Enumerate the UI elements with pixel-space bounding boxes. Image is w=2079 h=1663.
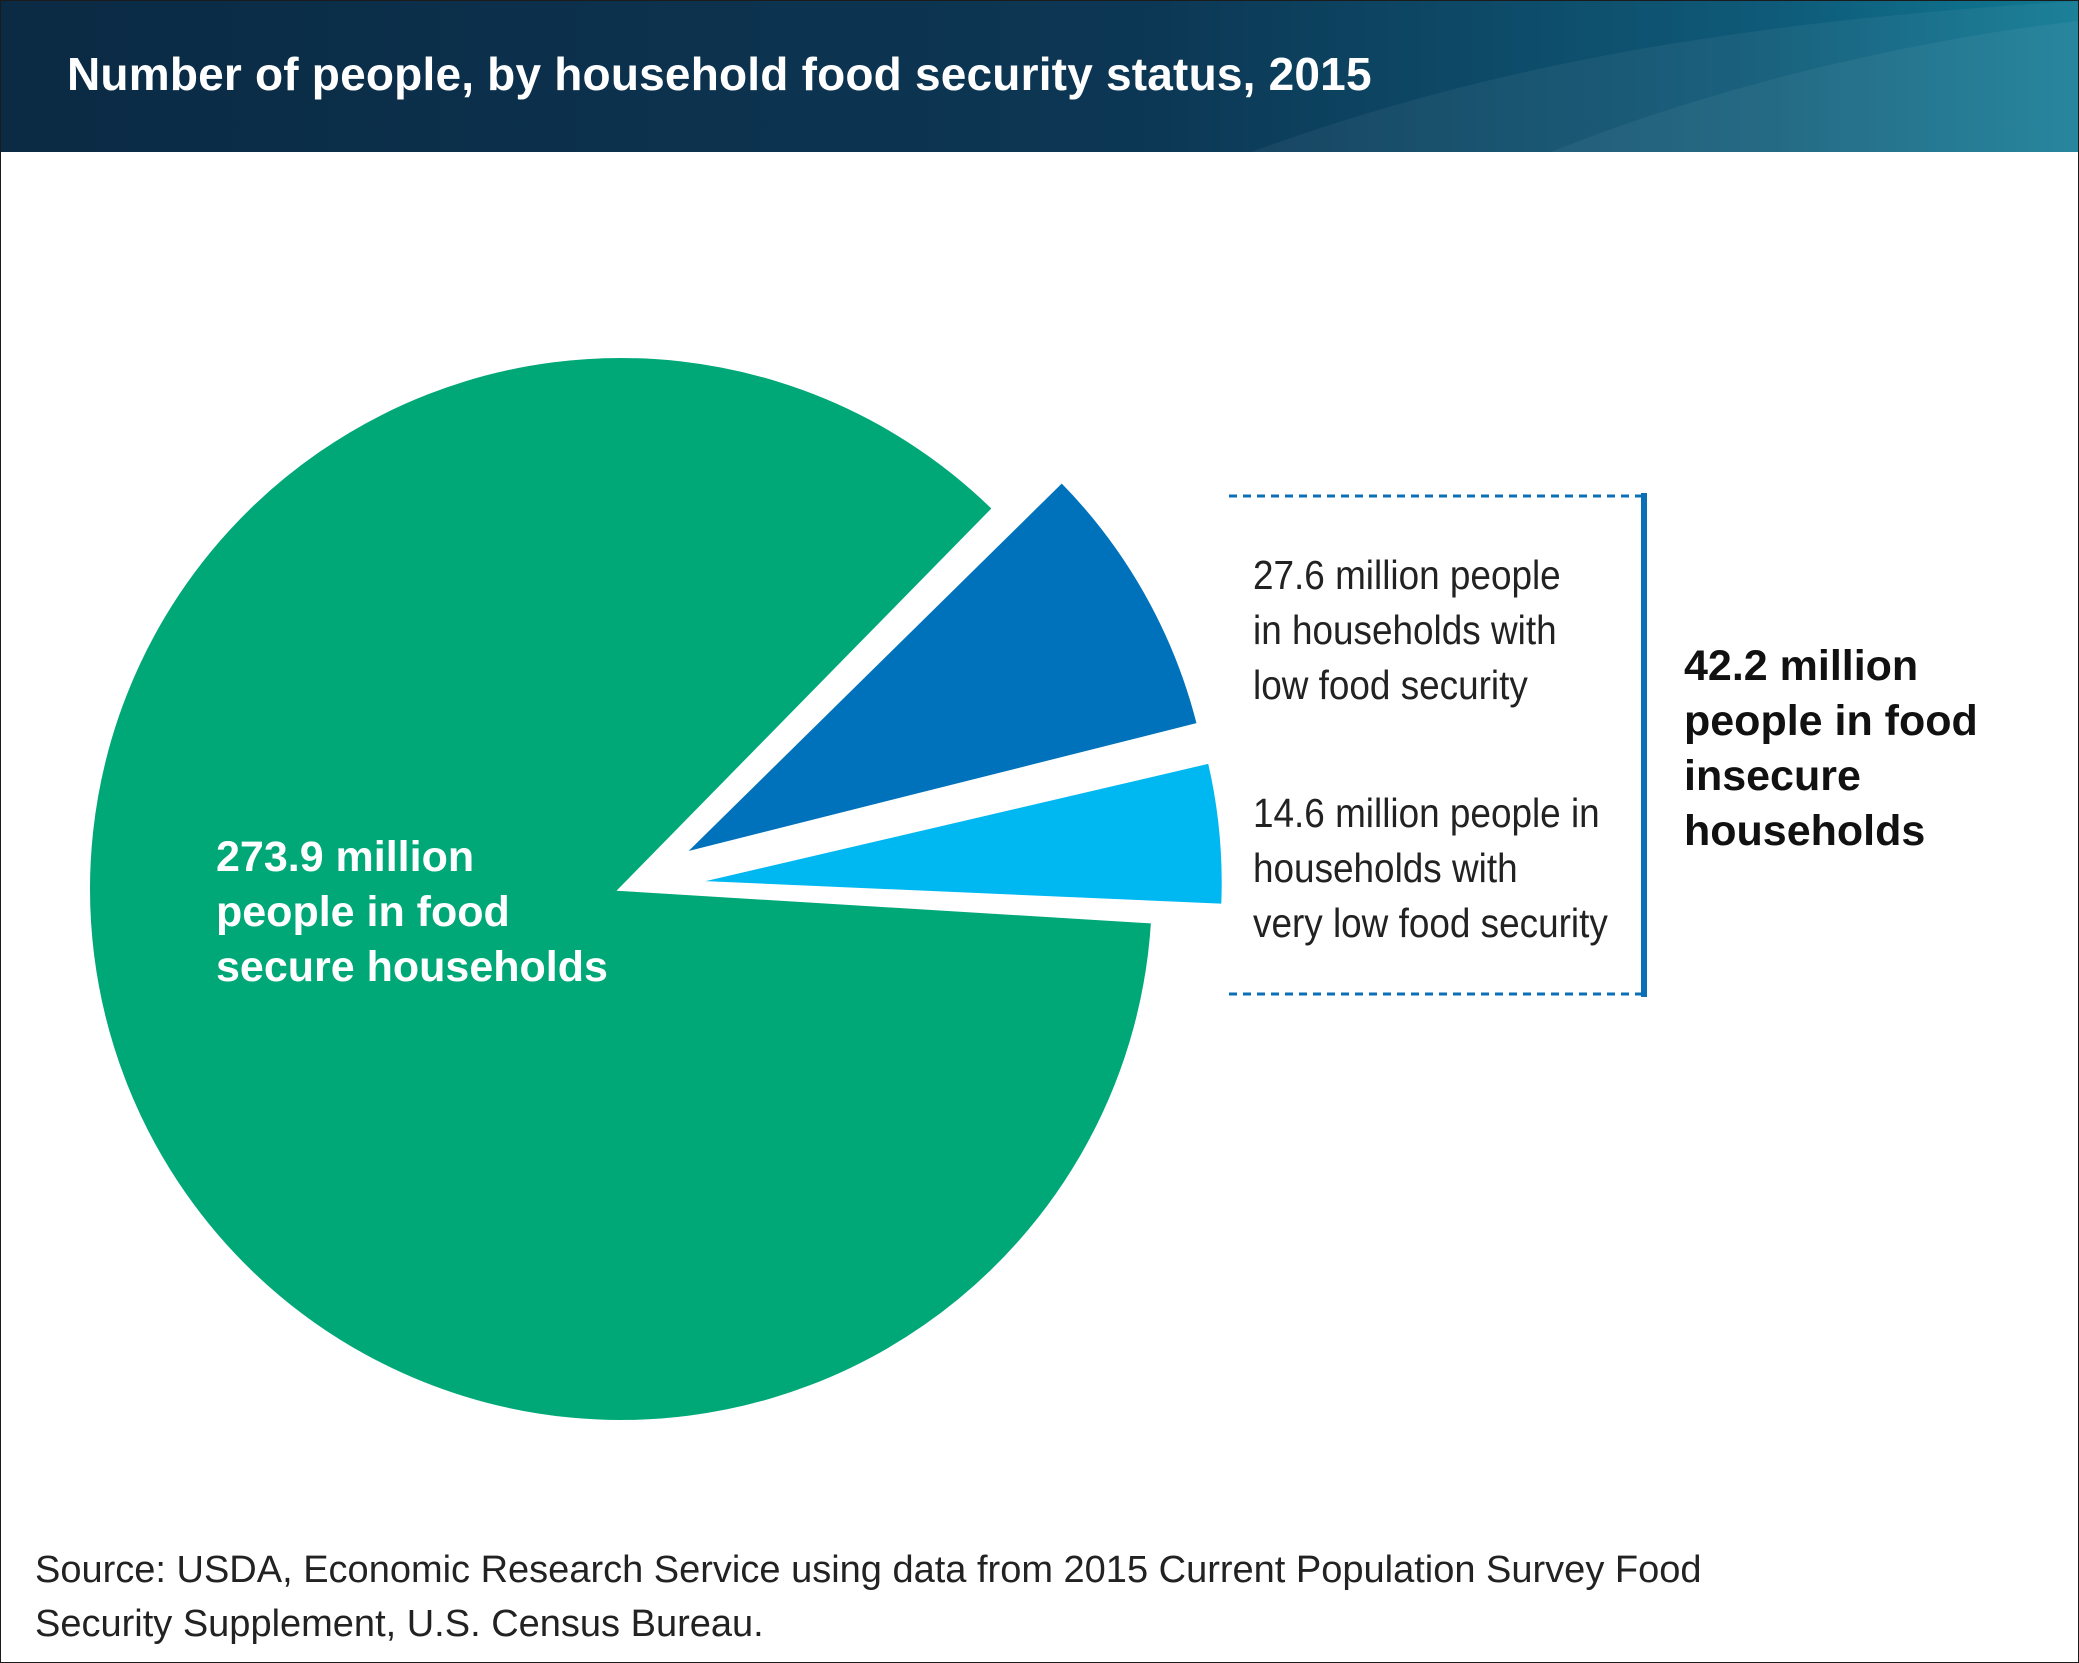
total-label-line: 42.2 million: [1684, 642, 1919, 690]
source-line: Security Supplement, U.S. Census Bureau.: [35, 1603, 764, 1645]
slice-label-very-low-food-security: 14.6 million people in households with v…: [1253, 786, 1608, 951]
chart-title: Number of people, by household food secu…: [67, 48, 1372, 100]
slice-label-line: people in food: [216, 888, 510, 936]
slice-label-line: secure households: [216, 943, 608, 991]
pie-slice-very-low-food-security: [690, 759, 1226, 908]
pie-slice-low-food-security: [675, 477, 1202, 859]
slice-label-line: 273.9 million: [216, 833, 475, 881]
slice-label-food-secure: 273.9 million people in food secure hous…: [216, 830, 608, 995]
slice-label-line: households with: [1253, 845, 1518, 891]
slice-label-line: 14.6 million people in: [1253, 790, 1600, 836]
slice-label-line: 27.6 million people: [1253, 552, 1561, 598]
slice-label-line: low food security: [1253, 662, 1528, 708]
slice-label-line: very low food security: [1253, 900, 1608, 946]
total-label-line: households: [1684, 807, 1926, 855]
slice-label-low-food-security: 27.6 million people in households with l…: [1253, 548, 1561, 713]
slice-label-line: in households with: [1253, 607, 1557, 653]
food-insecure-total-label: 42.2 million people in food insecure hou…: [1684, 639, 1978, 859]
pie-slice-food-secure: [86, 354, 1156, 1425]
source-note: Source: USDA, Economic Research Service …: [35, 1543, 1995, 1651]
source-line: Source: USDA, Economic Research Service …: [35, 1549, 1702, 1591]
total-label-line: insecure: [1684, 752, 1861, 800]
title-bar: Number of people, by household food secu…: [1, 1, 2078, 152]
header-swoosh-decoration: [1251, 1, 2078, 152]
total-label-line: people in food: [1684, 697, 1978, 745]
